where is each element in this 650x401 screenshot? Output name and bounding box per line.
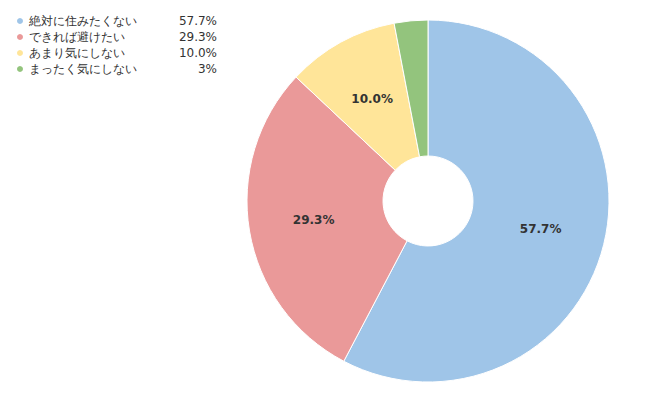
svg-text:まったく気にしない: まったく気にしない [29, 62, 137, 76]
svg-text:10.0%: 10.0% [351, 92, 393, 106]
svg-text:29.3%: 29.3% [179, 30, 217, 44]
svg-text:57.7%: 57.7% [179, 14, 217, 28]
svg-text:3%: 3% [198, 62, 217, 76]
svg-text:あまり気にしない: あまり気にしない [29, 46, 125, 60]
svg-text:できれば避けたい: できれば避けたい [29, 30, 125, 44]
svg-text:10.0%: 10.0% [179, 46, 217, 60]
svg-text:57.7%: 57.7% [520, 222, 562, 236]
svg-text:29.3%: 29.3% [293, 213, 335, 227]
svg-text:絶対に住みたくない: 絶対に住みたくない [28, 14, 137, 28]
